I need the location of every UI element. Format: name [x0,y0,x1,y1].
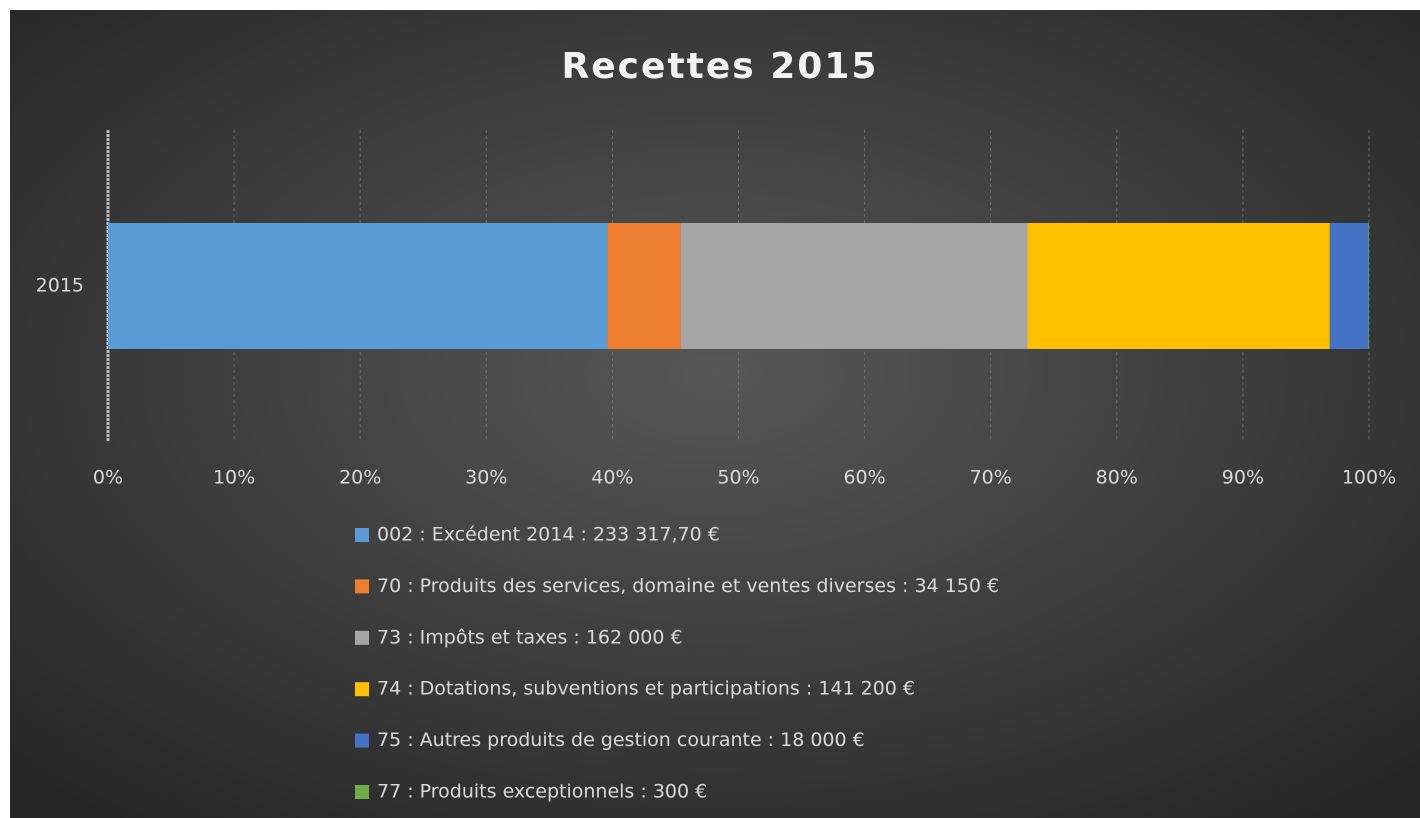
x-tick-label: 50% [717,467,759,489]
legend-label: 73 : Impôts et taxes : 162 000 € [377,626,683,648]
bar-segment [1329,223,1369,349]
legend-swatch [355,785,369,799]
x-tick-label: 20% [339,467,381,489]
legend-label: 75 : Autres produits de gestion courante… [377,729,865,751]
legend-swatch [355,630,369,645]
legend-swatch [355,528,369,542]
x-tick-label: 80% [1096,467,1138,489]
x-tick-label: 10% [213,467,255,489]
bar-segment [1027,223,1330,349]
legend-swatch [355,579,369,594]
x-tick-label: 60% [843,467,885,489]
legend-label: 002 : Excédent 2014 : 233 317,70 € [377,524,720,546]
chart-background [10,10,1420,818]
y-tick-label: 2015 [36,275,84,297]
legend-swatch [355,682,369,697]
bar-segment [1368,223,1369,349]
x-tick-label: 30% [465,467,507,489]
legend-label: 77 : Produits exceptionnels : 300 € [377,781,707,803]
x-tick-label: 40% [591,467,633,489]
bar-segment [108,223,608,349]
x-tick-label: 90% [1222,467,1264,489]
legend-label: 70 : Produits des services, domaine et v… [377,575,999,597]
legend-label: 74 : Dotations, subventions et participa… [377,678,915,700]
bar-segment [607,223,681,349]
chart-title: Recettes 2015 [562,46,879,87]
bar-segment [680,223,1028,349]
x-tick-label: 100% [1342,467,1396,489]
x-tick-label: 0% [93,467,123,489]
x-tick-label: 70% [970,467,1012,489]
legend-swatch [355,733,369,748]
